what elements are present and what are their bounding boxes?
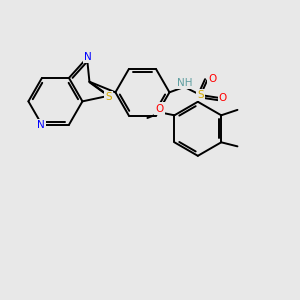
Text: O: O — [155, 103, 164, 113]
Text: N: N — [85, 52, 92, 61]
Text: O: O — [208, 74, 216, 84]
Text: S: S — [106, 92, 112, 102]
Text: NH: NH — [177, 78, 192, 88]
Text: S: S — [197, 90, 204, 100]
Text: N: N — [37, 120, 44, 130]
Text: O: O — [219, 93, 227, 103]
